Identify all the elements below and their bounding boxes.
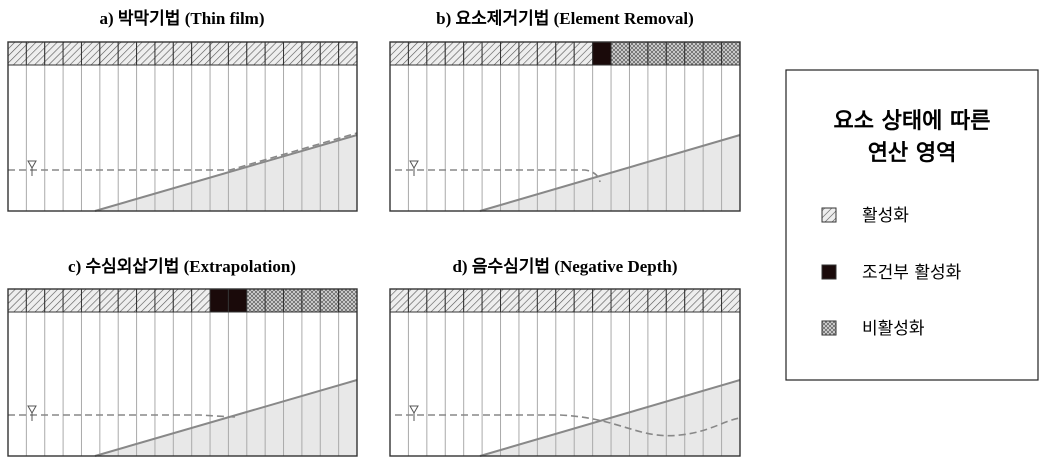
strip-cell xyxy=(100,42,118,65)
strip-cell xyxy=(284,42,302,65)
strip-cell xyxy=(666,42,684,65)
panel-title: b) 요소제거기법 (Element Removal) xyxy=(436,9,694,28)
strip-cell xyxy=(611,289,629,312)
strip-cell xyxy=(685,42,703,65)
legend-label: 활성화 xyxy=(862,206,909,226)
strip-cell xyxy=(137,289,155,312)
strip-cell xyxy=(537,289,555,312)
strip-cell xyxy=(722,289,740,312)
strip-cell xyxy=(648,42,666,65)
strip-cell xyxy=(464,289,482,312)
strip-cell xyxy=(8,42,26,65)
strip-cell xyxy=(81,289,99,312)
strip-cell xyxy=(464,42,482,65)
legend-label: 비활성화 xyxy=(862,319,925,339)
strip-cell xyxy=(63,42,81,65)
strip-cell xyxy=(648,289,666,312)
strip-cell xyxy=(390,289,408,312)
strip-cell xyxy=(611,42,629,65)
strip-cell xyxy=(320,42,338,65)
strip-cell xyxy=(703,289,721,312)
panel-title: a) 박막기법 (Thin film) xyxy=(99,9,264,28)
strip-cell xyxy=(45,42,63,65)
legend-swatch xyxy=(822,321,836,335)
strip-cell xyxy=(501,289,519,312)
strip-cell xyxy=(339,289,357,312)
strip-cell xyxy=(427,289,445,312)
strip-cell xyxy=(265,289,283,312)
strip-cell xyxy=(556,289,574,312)
strip-cell xyxy=(155,42,173,65)
strip-cell xyxy=(537,42,555,65)
strip-cell xyxy=(574,42,592,65)
strip-cell xyxy=(593,289,611,312)
legend-title: 요소 상태에 따른 xyxy=(834,109,991,134)
strip-cell xyxy=(722,42,740,65)
strip-cell xyxy=(210,289,228,312)
strip-cell xyxy=(302,289,320,312)
strip-cell xyxy=(593,42,611,65)
strip-cell xyxy=(408,42,426,65)
strip-cell xyxy=(192,42,210,65)
strip-cell xyxy=(137,42,155,65)
strip-cell xyxy=(284,289,302,312)
strip-cell xyxy=(519,42,537,65)
strip-cell xyxy=(81,42,99,65)
strip-cell xyxy=(427,42,445,65)
strip-cell xyxy=(666,289,684,312)
strip-cell xyxy=(445,289,463,312)
strip-cell xyxy=(45,289,63,312)
strip-cell xyxy=(302,42,320,65)
strip-cell xyxy=(703,42,721,65)
strip-cell xyxy=(228,289,246,312)
strip-cell xyxy=(445,42,463,65)
strip-cell xyxy=(100,289,118,312)
strip-cell xyxy=(155,289,173,312)
legend-label: 조건부 활성화 xyxy=(862,263,962,283)
legend-title: 연산 영역 xyxy=(868,141,957,166)
strip-cell xyxy=(192,289,210,312)
strip-cell xyxy=(390,42,408,65)
strip-cell xyxy=(247,289,265,312)
panel-title: d) 음수심기법 (Negative Depth) xyxy=(452,257,677,276)
strip-cell xyxy=(210,42,228,65)
strip-cell xyxy=(173,42,191,65)
strip-cell xyxy=(26,42,44,65)
strip-cell xyxy=(228,42,246,65)
strip-cell xyxy=(173,289,191,312)
strip-cell xyxy=(482,289,500,312)
strip-cell xyxy=(247,42,265,65)
legend-swatch xyxy=(822,208,836,222)
legend-swatch xyxy=(822,265,836,279)
strip-cell xyxy=(629,42,647,65)
strip-cell xyxy=(339,42,357,65)
strip-cell xyxy=(118,42,136,65)
strip-cell xyxy=(265,42,283,65)
strip-cell xyxy=(118,289,136,312)
strip-cell xyxy=(8,289,26,312)
strip-cell xyxy=(629,289,647,312)
panel-title: c) 수심외삽기법 (Extrapolation) xyxy=(68,257,296,276)
strip-cell xyxy=(574,289,592,312)
strip-cell xyxy=(320,289,338,312)
strip-cell xyxy=(63,289,81,312)
strip-cell xyxy=(501,42,519,65)
strip-cell xyxy=(26,289,44,312)
strip-cell xyxy=(482,42,500,65)
figure: a) 박막기법 (Thin film) b) 요소제거기법 (Element R… xyxy=(0,0,1048,457)
strip-cell xyxy=(408,289,426,312)
strip-cell xyxy=(685,289,703,312)
strip-cell xyxy=(556,42,574,65)
strip-cell xyxy=(519,289,537,312)
